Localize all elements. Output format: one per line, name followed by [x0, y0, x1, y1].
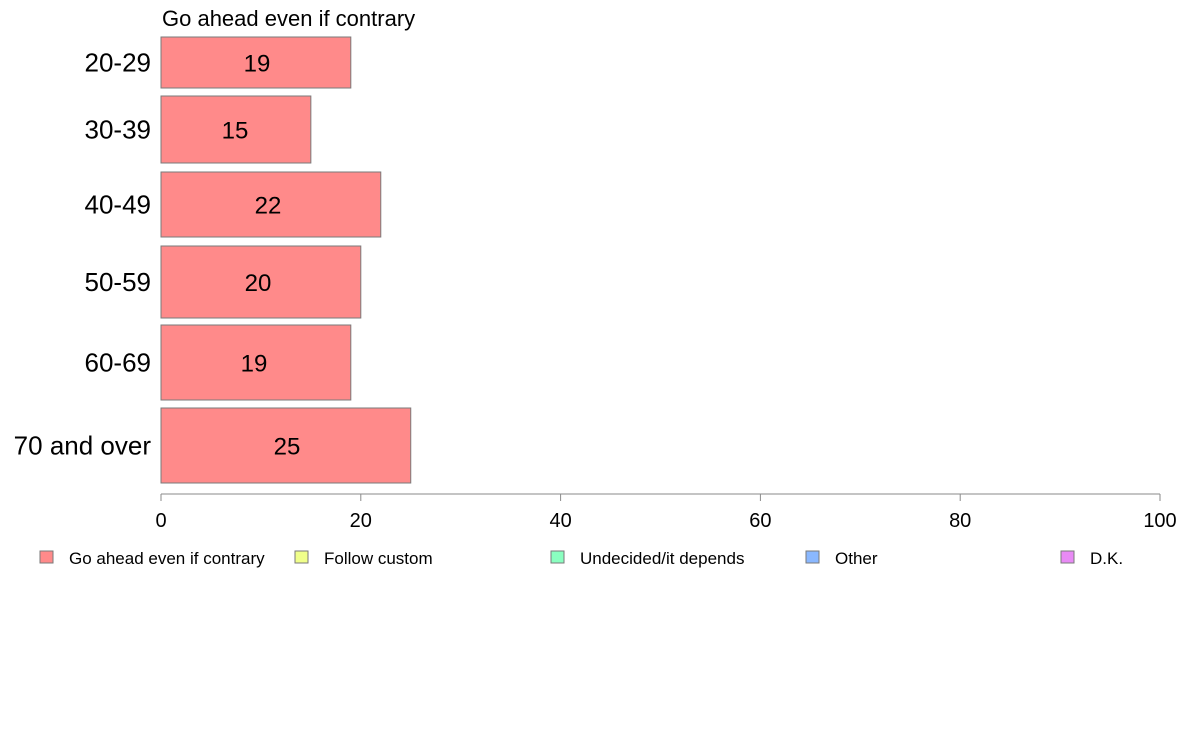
- bar: [160, 171, 382, 238]
- bar-value-label: 25: [274, 434, 301, 461]
- category-label: 20-29: [85, 48, 152, 78]
- bar-value-label: 20: [245, 270, 272, 297]
- legend-item: Undecided/it depends: [550, 549, 744, 568]
- x-tick-label: 100: [1143, 510, 1176, 532]
- category-label: 40-49: [85, 190, 152, 220]
- bar-value-label: 22: [255, 193, 282, 220]
- x-tick-label: 20: [350, 510, 372, 532]
- bar-value-label: 15: [222, 118, 249, 145]
- legend-swatch: [294, 550, 309, 564]
- category-label: 50-59: [85, 267, 152, 297]
- legend-swatch: [550, 550, 565, 564]
- legend-label: D.K.: [1090, 549, 1123, 568]
- category-label: 30-39: [85, 115, 152, 145]
- legend: Go ahead even if contrary Follow custom Un…: [39, 549, 1123, 568]
- bar: [160, 324, 352, 401]
- x-tick-label: 0: [155, 510, 166, 532]
- legend-label: Follow custom: [324, 549, 433, 568]
- bar: [160, 95, 312, 164]
- legend-item: D.K.: [1060, 549, 1123, 568]
- x-tick-label: 60: [749, 510, 771, 532]
- x-tick-label: 80: [949, 510, 971, 532]
- bar: [160, 245, 362, 319]
- legend-item: Other: [805, 549, 878, 568]
- category-label: 70 and over: [14, 431, 152, 461]
- legend-swatch: [1060, 550, 1075, 564]
- category-label: 60-69: [85, 348, 152, 378]
- bar-value-label: 19: [244, 51, 271, 78]
- legend-label: Go ahead even if contrary: [69, 549, 265, 568]
- x-tick-label: 40: [549, 510, 571, 532]
- legend-swatch: [39, 550, 54, 564]
- panel-title: Go ahead even if contrary: [162, 6, 415, 31]
- bar-value-label: 19: [241, 351, 268, 378]
- legend-label: Undecided/it depends: [580, 549, 744, 568]
- x-axis: 0 20 40 60 80 100: [155, 493, 1177, 532]
- legend-label: Other: [835, 549, 878, 568]
- bar: [160, 36, 352, 89]
- legend-swatch: [805, 550, 820, 564]
- bar: [160, 407, 412, 484]
- legend-item: Follow custom: [294, 549, 433, 568]
- legend-item: Go ahead even if contrary: [39, 549, 265, 568]
- bars-group: 20-29 19 30-39 15 40-49 22 50-59 20 60-69 19 70 an…: [14, 36, 412, 484]
